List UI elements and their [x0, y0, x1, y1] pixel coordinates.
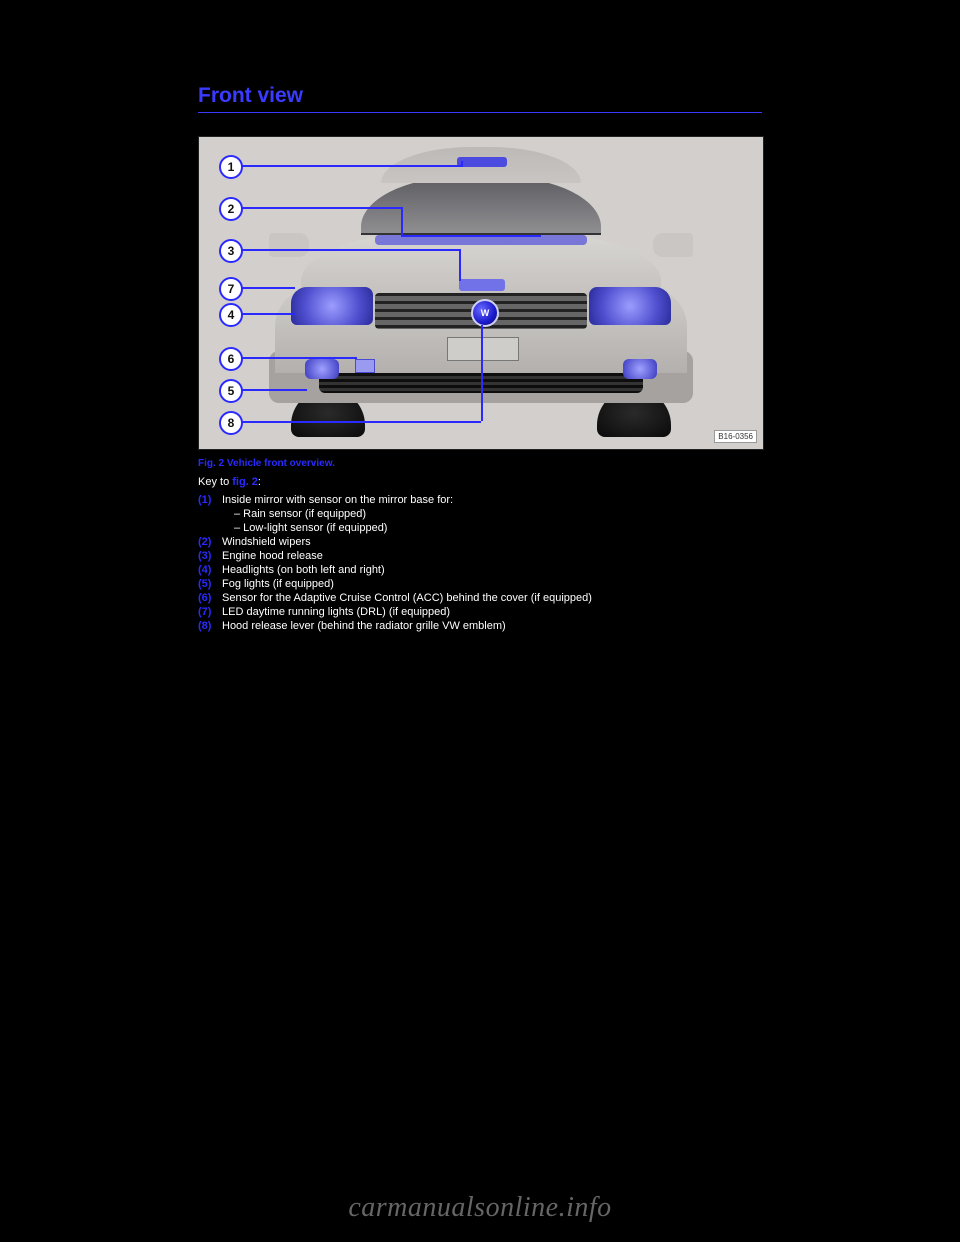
callout-lead [241, 165, 461, 167]
list-item-text: Hood release lever (behind the radiator … [222, 620, 506, 632]
callout-4: 4 [219, 303, 243, 327]
page-root: Front view W 1 2 3 74 6 5 8 B16-0356 Fig. 2 Ve… [0, 0, 960, 1242]
callout-lead [241, 389, 307, 391]
list-item: (2)Windshield wipers [198, 536, 762, 548]
list-item-text: Engine hood release [222, 550, 323, 562]
callout-lead [401, 235, 541, 237]
list-item-text: Headlights (on both left and right) [222, 564, 385, 576]
car-fog-light-right [623, 359, 657, 379]
key-line: Key to fig. 2: [198, 476, 261, 488]
key-list: (1)Inside mirror with sensor on the mirr… [198, 492, 762, 634]
list-item: – Rain sensor (if equipped) [198, 508, 762, 520]
page-title: Front view [198, 84, 762, 113]
callout-lead [241, 207, 401, 209]
car-vw-emblem: W [471, 299, 499, 327]
callout-lead [481, 325, 483, 421]
watermark: carmanualsonline.info [0, 1192, 960, 1224]
callout-6: 6 [219, 347, 243, 371]
list-item: (7)LED daytime running lights (DRL) (if … [198, 606, 762, 618]
list-item: (4)Headlights (on both left and right) [198, 564, 762, 576]
list-item: (6)Sensor for the Adaptive Cruise Contro… [198, 592, 762, 604]
list-item-text: Inside mirror with sensor on the mirror … [222, 494, 453, 506]
car-side-mirror-left [269, 233, 309, 257]
list-item-number: (6) [198, 592, 222, 604]
car-headlight-left [291, 287, 373, 325]
list-item: (5)Fog lights (if equipped) [198, 578, 762, 590]
car-headlight-right [589, 287, 671, 325]
list-item-number: (7) [198, 606, 222, 618]
list-item-number: (2) [198, 536, 222, 548]
list-item: – Low-light sensor (if equipped) [198, 522, 762, 534]
list-item-text: – Rain sensor (if equipped) [222, 508, 366, 520]
list-item: (8)Hood release lever (behind the radiat… [198, 620, 762, 632]
car-license-plate [447, 337, 519, 361]
list-item-text: Windshield wipers [222, 536, 311, 548]
callout-8: 8 [219, 411, 243, 435]
callout-1: 1 [219, 155, 243, 179]
list-item-number: (1) [198, 494, 222, 506]
callout-lead [241, 249, 459, 251]
callout-lead [401, 207, 403, 235]
callout-lead [461, 161, 463, 167]
callout-3: 3 [219, 239, 243, 263]
list-item-text: Sensor for the Adaptive Cruise Control (… [222, 592, 592, 604]
list-item-text: – Low-light sensor (if equipped) [222, 522, 387, 534]
list-item-number: (5) [198, 578, 222, 590]
list-item-text: LED daytime running lights (DRL) (if equ… [222, 606, 450, 618]
figure-front-view: W 1 2 3 74 6 5 8 B16-0356 [198, 136, 764, 450]
list-item: (1)Inside mirror with sensor on the mirr… [198, 494, 762, 506]
list-item-number: (8) [198, 620, 222, 632]
callout-5: 5 [219, 379, 243, 403]
figure-tag: B16-0356 [714, 430, 757, 443]
list-item-number [198, 508, 222, 520]
callout-2: 2 [219, 197, 243, 221]
callout-lead [241, 421, 481, 423]
callout-lead [459, 249, 461, 281]
car-side-mirror-right [653, 233, 693, 257]
key-link[interactable]: fig. 2 [232, 476, 258, 488]
car-acc-sensor-cover [355, 359, 375, 373]
callout-lead [241, 313, 295, 315]
list-item-text: Fog lights (if equipped) [222, 578, 334, 590]
car-hood-release-patch [459, 279, 505, 291]
key-prefix: Key to [198, 476, 232, 488]
list-item-number [198, 522, 222, 534]
callout-7: 7 [219, 277, 243, 301]
callout-lead [241, 287, 295, 289]
car-rearview-mirror [457, 157, 507, 167]
list-item: (3)Engine hood release [198, 550, 762, 562]
key-suffix: : [258, 476, 261, 488]
car-windshield [361, 177, 601, 235]
figure-caption: Fig. 2 Vehicle front overview. [198, 458, 335, 469]
list-item-number: (3) [198, 550, 222, 562]
list-item-number: (4) [198, 564, 222, 576]
car-fog-light-left [305, 359, 339, 379]
callout-lead [241, 357, 357, 359]
